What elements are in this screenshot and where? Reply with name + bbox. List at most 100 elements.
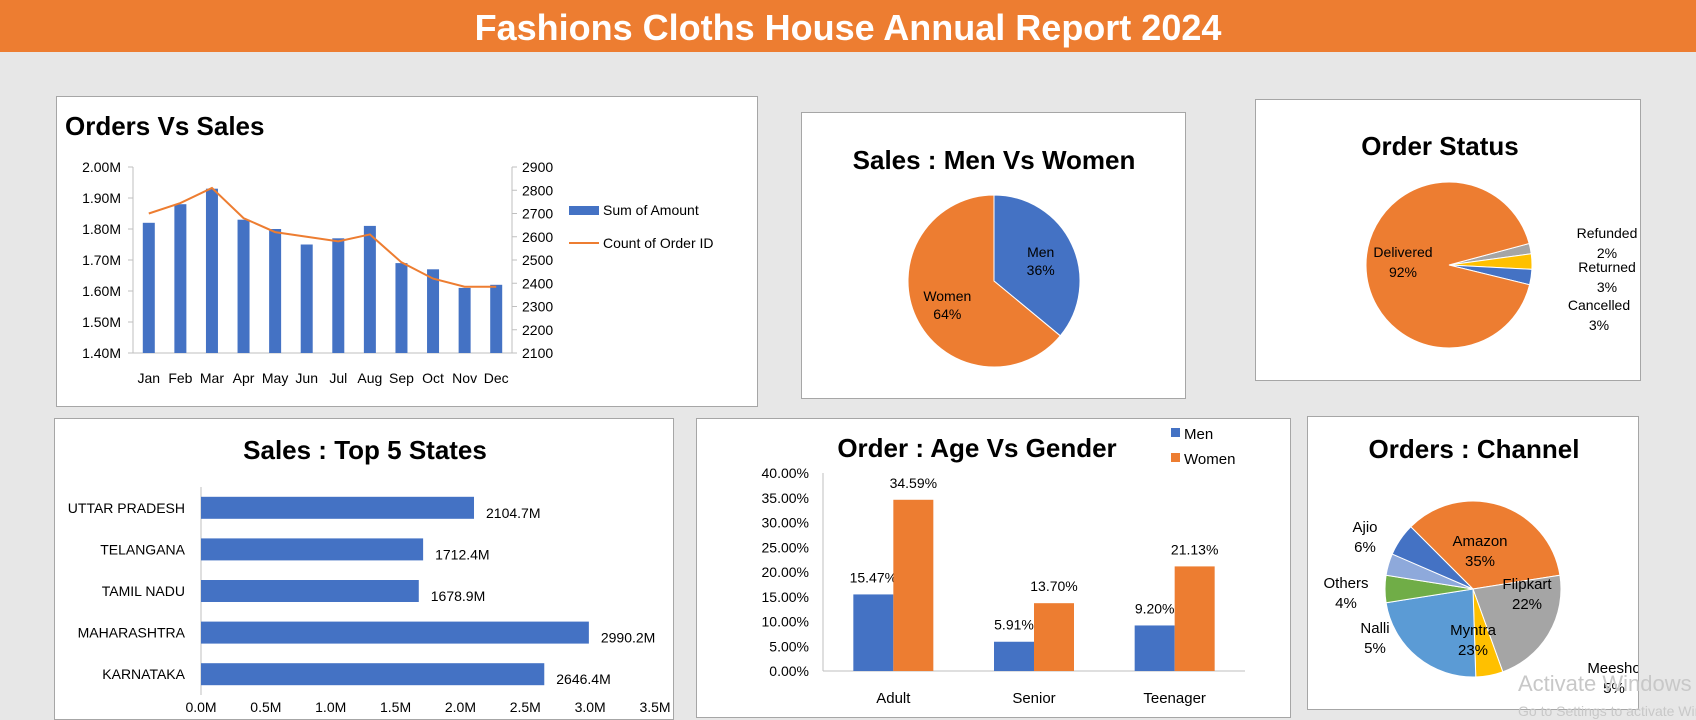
bar-sum-of-amount [174, 204, 187, 353]
legend-label: Count of Order ID [603, 235, 714, 251]
order-status-chart: Order Status Refunded 2%Returned 3% Cancelle… [1361, 131, 1637, 349]
line-count-of-order-id [148, 186, 497, 288]
x-tick-label: 1.5M [380, 699, 411, 715]
bar-sum-of-amount [205, 188, 218, 353]
data-label: 1712.4M [435, 546, 489, 562]
legend-swatch-men [1171, 428, 1180, 437]
bar-sum-of-amount [395, 263, 408, 353]
x-tick-label: Senior [1012, 690, 1055, 707]
bar-state [201, 621, 589, 644]
data-label: 1678.9M [431, 588, 485, 604]
pie-pct: 2% [1597, 245, 1617, 261]
orders-vs-sales-panel: Orders Vs Sales 1.40M 1.50M 1.60M 1.70M 1.80M… [56, 96, 758, 407]
activate-windows-watermark: Activate Windows [1518, 671, 1692, 696]
y-left-tick-label: 1.40M [82, 345, 121, 361]
pie-pct: 22% [1512, 596, 1542, 613]
order-status-panel: Order Status Refunded 2% Returned 3% Cancelle… [1255, 99, 1641, 381]
pie-pct: 35% [1465, 553, 1495, 570]
y-tick-label: KARNATAKA [102, 666, 185, 682]
y-left-tick-label: 1.70M [82, 252, 121, 268]
pie-pct: 6% [1354, 539, 1376, 556]
y-tick-label: 20.00% [762, 564, 809, 580]
sales-men-women-panel: Sales : Men Vs Women Men 36% Women 64% [801, 112, 1186, 399]
y-right-tick-label: 2200 [522, 322, 553, 338]
y-right-tick-label: 2400 [522, 275, 553, 291]
top-states-chart: Sales : Top 5 States UTTAR PRADESH 2104.7M… [68, 435, 671, 715]
x-tick-label: Nov [452, 370, 477, 386]
y-tick-label: 25.00% [762, 539, 809, 555]
top-states-panel: Sales : Top 5 States UTTAR PRADESH 2104.7M… [54, 418, 674, 720]
y-tick-label: UTTAR PRADESH [68, 500, 185, 516]
pie-pct: 92% [1389, 264, 1417, 280]
legend-label: Sum of Amount [603, 202, 699, 218]
data-label: 5.91% [994, 617, 1034, 633]
y-tick-label: MAHARASHTRA [78, 625, 186, 641]
y-right-tick-label: 2800 [522, 182, 553, 198]
pie-slice-ajio [1391, 526, 1474, 590]
x-tick-label: 0.0M [185, 699, 216, 715]
y-tick-label: TAMIL NADU [102, 583, 185, 599]
y-tick-label: 5.00% [769, 638, 809, 654]
y-tick-label: TELANGANA [100, 541, 185, 557]
pie-pct: 36% [1027, 262, 1055, 278]
legend-swatch-women [1171, 453, 1180, 462]
pie-slice-men [993, 194, 1081, 337]
legend-label: Women [1184, 451, 1235, 468]
data-label: 2646.4M [556, 671, 610, 687]
pie-pct: 5% [1603, 680, 1625, 697]
pie-label: Women [923, 288, 971, 304]
orders-channel-chart: Orders : Channel Amazon 35% Flipkart 22% Mees… [1323, 434, 1639, 697]
pie-label: Returned [1578, 259, 1636, 275]
bar-state [201, 496, 475, 519]
x-tick-label: Feb [168, 370, 192, 386]
age-gender-panel: Order : Age Vs Gender 0.00% 5.00% 10.00% 15.… [696, 418, 1291, 718]
pie-pct: 64% [933, 306, 961, 322]
bar-state [201, 580, 419, 602]
data-label: 2990.2M [601, 630, 655, 646]
y-tick-label: 30.00% [762, 515, 809, 531]
y-right-tick-label: 2900 [522, 159, 553, 175]
y-tick-label: 15.00% [762, 589, 809, 605]
age-gender-chart: Order : Age Vs Gender 0.00% 5.00% 10.00% 15.… [762, 426, 1245, 707]
x-tick-label: 3.0M [575, 699, 606, 715]
y-right-tick-label: 2700 [522, 206, 553, 222]
data-label: 2104.7M [486, 505, 540, 521]
x-tick-label: Adult [876, 690, 911, 707]
pie-slice-myntra [1385, 588, 1477, 678]
chart-title: Orders : Channel [1369, 434, 1580, 464]
data-label: 34.59% [890, 475, 937, 491]
pie-slice-women [907, 194, 1061, 368]
bar-sum-of-amount [458, 287, 471, 353]
pie-pct: 3% [1589, 317, 1609, 333]
bar-men [853, 594, 894, 671]
x-tick-label: Apr [233, 370, 255, 386]
orders-channel-panel: Orders : Channel Amazon 35% Flipkart 22% Mees… [1307, 416, 1639, 710]
x-tick-label: May [262, 370, 288, 386]
pie-pct: 3% [1597, 279, 1617, 295]
chart-title: Sales : Men Vs Women [853, 145, 1136, 175]
x-tick-label: 0.5M [250, 699, 281, 715]
bar-sum-of-amount [237, 219, 250, 353]
data-label: 15.47% [850, 569, 897, 585]
y-left-tick-label: 1.90M [82, 190, 121, 206]
bar-women [1174, 566, 1215, 671]
bar-sum-of-amount [300, 244, 313, 353]
bar-sum-of-amount [490, 284, 503, 353]
y-left-tick-label: 1.60M [82, 283, 121, 299]
activate-windows-hint: Go to Settings to activate Windows. [1518, 703, 1696, 719]
chart-title: Sales : Top 5 States [243, 435, 487, 465]
pie-label: Myntra [1450, 622, 1497, 639]
y-left-tick-label: 2.00M [82, 159, 121, 175]
pie-slice-flipkart [1472, 574, 1562, 673]
pie-label: Meesho [1587, 660, 1639, 677]
y-right-tick-label: 2500 [522, 252, 553, 268]
x-tick-label: Teenager [1143, 690, 1206, 707]
pie-label: Others [1323, 575, 1368, 592]
y-tick-label: 0.00% [769, 663, 809, 679]
legend-swatch-sum-of-amount [569, 206, 599, 215]
x-tick-label: Oct [422, 370, 444, 386]
bar-state [201, 538, 424, 561]
x-tick-label: Aug [357, 370, 382, 386]
data-label: 13.70% [1030, 578, 1077, 594]
bar-sum-of-amount [332, 238, 345, 353]
